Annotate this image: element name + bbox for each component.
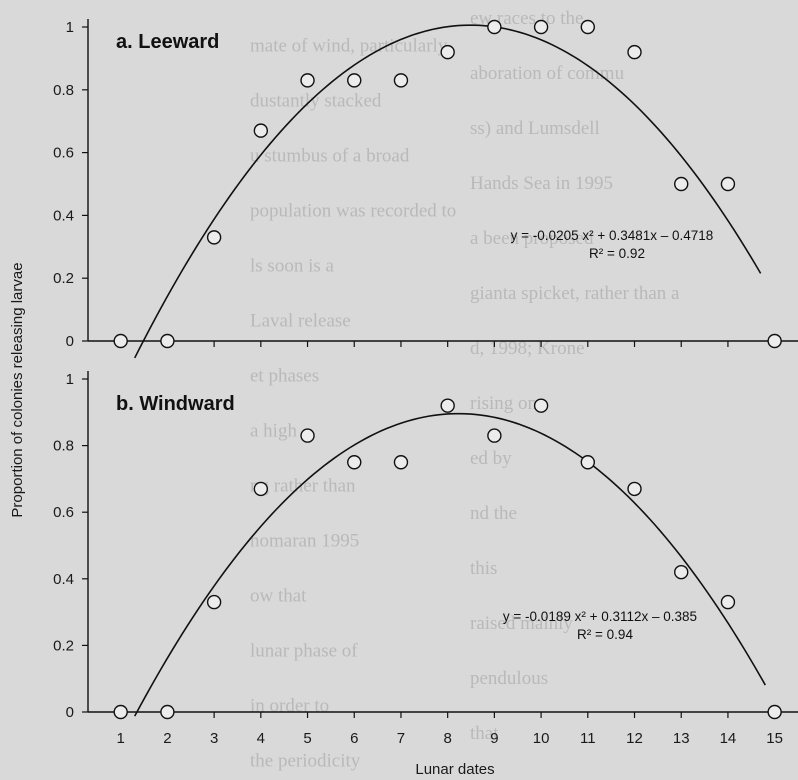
data-point — [580, 455, 596, 470]
y-tick-label: 0 — [66, 333, 74, 350]
background-text-line: the periodicity — [250, 751, 361, 772]
y-tick-label: 0.8 — [53, 438, 74, 455]
data-point — [533, 19, 549, 35]
fit-curve — [134, 412, 766, 717]
r-squared: R² = 0.94 — [577, 627, 633, 642]
background-text-line: a been proposed — [470, 228, 594, 249]
background-text-line: aboration of commu — [470, 63, 625, 84]
background-text-line: gianta spicket, rather than a — [470, 283, 680, 304]
data-point — [160, 333, 175, 349]
background-text-line: d, 1998; Krone — [470, 338, 585, 359]
background-text-line: dustantly stacked — [250, 91, 382, 112]
background-text-line: u stumbus of a broad — [250, 146, 410, 167]
background-text-line: ow that — [250, 586, 307, 607]
r-squared: R² = 0.92 — [589, 246, 645, 261]
data-point — [347, 73, 362, 88]
background-text-line: ng rather than — [250, 476, 356, 497]
data-point — [720, 594, 736, 610]
panel-title: b. Windward — [116, 393, 235, 415]
x-tick-label: 6 — [350, 730, 358, 747]
x-tick-label: 14 — [720, 730, 737, 747]
background-text-line: Hands Sea in 1995 — [470, 173, 613, 194]
data-point — [253, 123, 269, 138]
y-tick-label: 0.6 — [53, 145, 74, 162]
data-point — [160, 704, 175, 720]
background-text-line: ed by — [470, 448, 512, 469]
data-point — [393, 73, 409, 88]
background-text-line: nd the — [470, 503, 517, 524]
data-point — [440, 398, 455, 413]
data-point — [674, 564, 689, 580]
background-text-line: a high — [250, 421, 297, 442]
fit-equation: y = -0.0205 x² + 0.3481x – 0.4718 — [511, 228, 714, 243]
x-tick-label: 10 — [533, 730, 550, 747]
y-tick-label: 0.4 — [53, 207, 74, 224]
chart: 0 0.2 0.4 0.6 0.8 1 a. Leeward y = -0.0205 x² +… — [53, 19, 798, 747]
y-tick-label: 0.8 — [53, 82, 74, 99]
fit-equation: y = -0.0189 x² + 0.3112x – 0.385 — [503, 609, 697, 624]
panel-title: a. Leeward — [116, 31, 219, 53]
background-text-line: in order to — [250, 696, 329, 717]
background-text-line: ss) and Lumsdell — [470, 118, 600, 139]
background-text-line: nomaran 1995 — [250, 531, 359, 552]
data-point — [440, 44, 455, 60]
background-text-line: mate of wind, particularly — [250, 36, 448, 57]
background-text-line: pendulous — [470, 668, 548, 689]
data-point — [627, 44, 642, 60]
data-point — [113, 704, 128, 720]
x-tick-label: 15 — [766, 730, 783, 747]
background-text-line: that — [470, 723, 499, 744]
background-text-line: lunar phase of — [250, 641, 358, 662]
data-point — [487, 428, 502, 443]
data-point — [674, 176, 689, 192]
y-tick-label: 0.6 — [53, 504, 74, 521]
y-tick-label: 1 — [66, 19, 74, 36]
background-text-line: ls soon is a — [250, 256, 334, 277]
panel-windward: 00.20.40.60.811 2 3 4 5 6 7 8 9 10 11 12 13 14 15b. Wi… — [53, 371, 798, 747]
y-axis-label: Proportion of colonies releasing larvae — [9, 262, 26, 517]
y-tick-label: 0.4 — [53, 571, 74, 588]
x-tick-label: 1 — [117, 730, 125, 747]
background-text-line: et phases — [250, 366, 319, 387]
data-point — [767, 704, 782, 720]
y-tick-label: 1 — [66, 371, 74, 388]
data-point — [627, 481, 642, 497]
data-point — [300, 428, 315, 443]
data-point — [347, 455, 362, 470]
background-text-line: this — [470, 558, 497, 579]
x-tick-label: 3 — [210, 730, 218, 747]
y-tick-label: 0.2 — [53, 270, 74, 287]
data-point — [393, 455, 409, 470]
y-tick-label: 0 — [66, 704, 74, 721]
data-point — [487, 19, 502, 35]
x-tick-label: 12 — [626, 730, 643, 747]
x-tick-label: 2 — [163, 730, 171, 747]
data-point — [300, 73, 315, 88]
x-tick-label: 9 — [490, 730, 498, 747]
background-text-line: raised mainly — [470, 613, 573, 634]
fit-curve — [133, 24, 762, 359]
data-point — [206, 594, 222, 610]
data-point — [533, 398, 549, 413]
x-tick-label: 7 — [397, 730, 405, 747]
background-text-line: rising one — [470, 393, 545, 414]
data-point — [767, 333, 782, 349]
background-text-line: Laval release — [250, 311, 351, 332]
x-tick-label: 5 — [303, 730, 311, 747]
panel-leeward: 0 0.2 0.4 0.6 0.8 1 a. Leeward y = -0.0205 x² +… — [53, 19, 798, 359]
data-point — [580, 19, 596, 35]
data-point — [253, 481, 269, 497]
data-point — [206, 230, 222, 245]
background-text-line: population was recorded to — [250, 201, 456, 222]
x-axis-label: Lunar dates — [415, 761, 494, 778]
y-tick-label: 0.2 — [53, 637, 74, 654]
data-point — [113, 333, 128, 349]
x-tick-label: 4 — [257, 730, 265, 747]
x-tick-label: 13 — [673, 730, 690, 747]
x-tick-label: 11 — [580, 730, 596, 747]
x-tick-label: 8 — [443, 730, 451, 747]
data-point — [720, 176, 736, 192]
